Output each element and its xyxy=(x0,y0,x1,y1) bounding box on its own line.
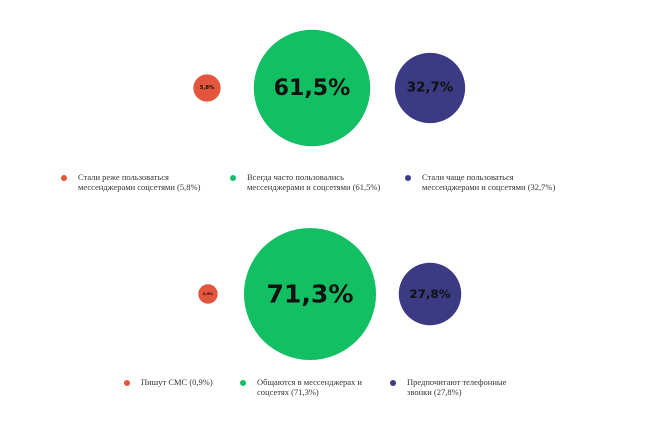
legend-marker xyxy=(405,175,411,181)
bubble xyxy=(243,227,377,361)
bubble-label: 61,5% xyxy=(274,75,351,101)
legend-entry: Стали чаще пользоваться мессенджерами и … xyxy=(422,172,556,192)
bubble xyxy=(193,74,221,102)
legend-entry: Стали реже пользоваться мессенджерами со… xyxy=(78,172,201,192)
bubble xyxy=(398,262,462,326)
bubble-label: 71,3% xyxy=(266,280,353,309)
legend-entry: Пишут СМС (0,9%) xyxy=(141,377,213,387)
bubble-label: 5,8% xyxy=(200,85,215,91)
bubble xyxy=(253,29,371,147)
bubble-label: 27,8% xyxy=(409,287,450,301)
bubble xyxy=(198,284,218,304)
bubble-label: 0,9% xyxy=(203,292,214,296)
legend-entry: Всегда часто пользовались мессенджерами … xyxy=(247,172,381,192)
bubble-label: 32,7% xyxy=(407,81,453,96)
legend-marker xyxy=(240,380,246,386)
bubble xyxy=(394,52,466,124)
legend-entry: Общаются в мессенджерах и соцсетях (71,3… xyxy=(257,377,362,397)
legend-marker xyxy=(124,380,130,386)
legend-marker xyxy=(230,175,236,181)
legend-marker xyxy=(61,175,67,181)
legend-marker xyxy=(390,380,396,386)
legend-entry: Предпочитают телефонные звонки (27,8%) xyxy=(407,377,507,397)
